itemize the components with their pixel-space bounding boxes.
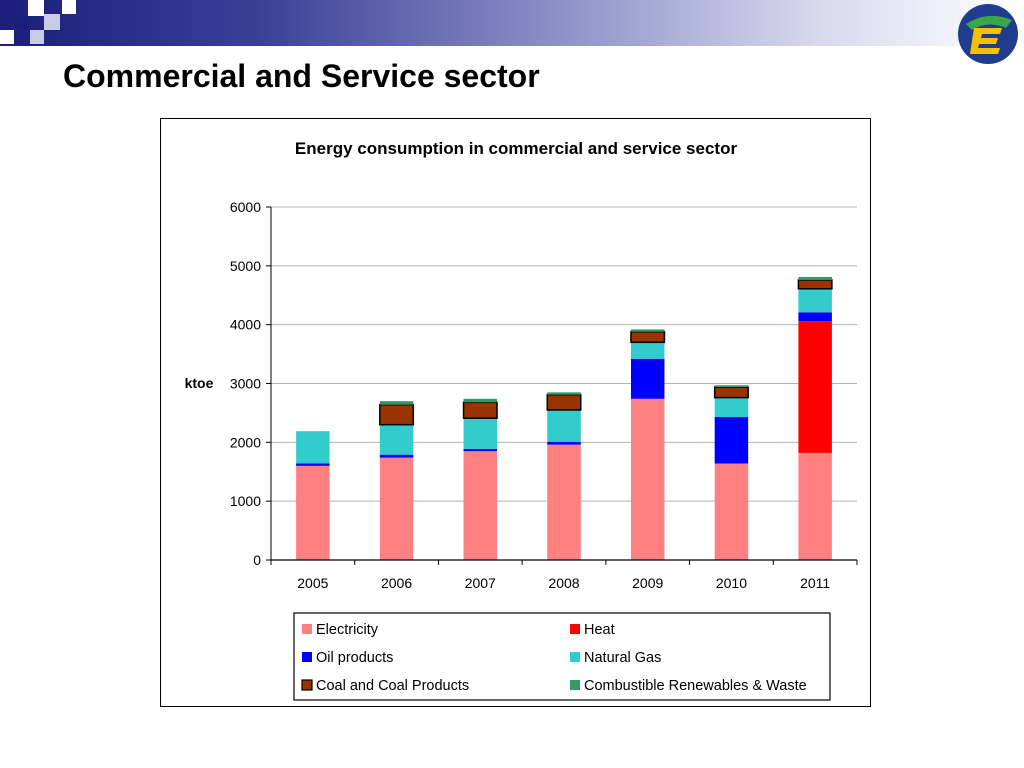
bar-segment bbox=[546, 393, 582, 411]
legend-label: Combustible Renewables & Waste bbox=[584, 678, 807, 694]
x-tick-label: 2011 bbox=[800, 575, 830, 591]
bar-segment bbox=[296, 463, 330, 466]
y-tick-label: 0 bbox=[253, 552, 261, 568]
y-tick-label: 4000 bbox=[230, 317, 261, 333]
bar-segment bbox=[463, 448, 498, 452]
bar-segment bbox=[713, 386, 749, 399]
bar-segment bbox=[798, 277, 832, 280]
legend-swatch bbox=[570, 624, 580, 634]
x-tick-label: 2007 bbox=[465, 575, 496, 591]
legend-box bbox=[293, 612, 831, 701]
bar-segment bbox=[547, 409, 581, 442]
x-tick-label: 2008 bbox=[548, 575, 579, 591]
decor-square-light bbox=[28, 0, 44, 16]
bar-segment bbox=[296, 465, 330, 560]
bar-segment bbox=[463, 398, 498, 403]
bar-segment bbox=[379, 457, 414, 560]
legend-label: Natural Gas bbox=[584, 650, 661, 666]
y-tick-label: 6000 bbox=[230, 199, 261, 215]
x-tick-label: 2005 bbox=[297, 575, 328, 591]
bar-segment bbox=[296, 431, 330, 464]
bar-segment bbox=[714, 397, 749, 418]
y-tick-label: 5000 bbox=[230, 258, 261, 274]
bar-segment bbox=[630, 330, 666, 344]
decor-square-light bbox=[44, 14, 60, 30]
bar-segment bbox=[714, 385, 749, 388]
x-tick-label: 2006 bbox=[381, 575, 412, 591]
bar-segment bbox=[379, 401, 414, 405]
legend-swatch bbox=[570, 652, 580, 662]
bar-segment bbox=[463, 451, 498, 560]
bar-segment bbox=[379, 424, 414, 455]
bar-segment bbox=[462, 401, 498, 419]
y-tick-label: 3000 bbox=[230, 376, 261, 392]
legend-swatch bbox=[301, 679, 313, 691]
bar-segment bbox=[379, 403, 415, 426]
bar-segment bbox=[547, 444, 581, 560]
bar-segment bbox=[798, 452, 832, 560]
decor-square-light bbox=[30, 30, 44, 44]
bar-segment bbox=[630, 329, 665, 332]
chart-frame: Energy consumption in commercial and ser… bbox=[160, 118, 871, 707]
bar-segment bbox=[797, 279, 833, 290]
y-tick-label: 1000 bbox=[230, 493, 261, 509]
chart-title: Energy consumption in commercial and ser… bbox=[295, 139, 738, 158]
decor-square-light bbox=[0, 30, 14, 44]
bar-segment bbox=[798, 288, 832, 313]
bar-segment bbox=[630, 342, 665, 359]
bar-segment bbox=[714, 463, 749, 560]
x-tick-label: 2010 bbox=[716, 575, 747, 591]
header-band bbox=[0, 0, 1024, 46]
y-axis-label: ktoe bbox=[185, 375, 214, 391]
y-tick-label: 2000 bbox=[230, 434, 261, 450]
legend-label: Electricity bbox=[316, 622, 379, 638]
legend-label: Coal and Coal Products bbox=[316, 678, 469, 694]
x-tick-label: 2009 bbox=[632, 575, 663, 591]
company-logo bbox=[958, 4, 1018, 64]
legend-swatch bbox=[302, 624, 312, 634]
stacked-bar-chart: Energy consumption in commercial and ser… bbox=[185, 139, 858, 701]
bar-segment bbox=[463, 418, 498, 449]
bar-segment bbox=[379, 454, 414, 458]
bar-segment bbox=[798, 312, 832, 322]
decor-square-light bbox=[62, 0, 76, 14]
bar-segment bbox=[798, 321, 832, 453]
legend-label: Heat bbox=[584, 622, 615, 638]
bar-segment bbox=[547, 392, 581, 395]
slide-title: Commercial and Service sector bbox=[63, 58, 540, 94]
bar-segment bbox=[630, 398, 665, 560]
decor-square-dark bbox=[14, 16, 28, 30]
legend-label: Oil products bbox=[316, 650, 393, 666]
legend-swatch bbox=[570, 680, 580, 690]
bar-segment bbox=[547, 441, 581, 445]
bar-segment bbox=[714, 417, 749, 464]
legend-swatch bbox=[302, 652, 312, 662]
bar-segment bbox=[630, 358, 665, 399]
